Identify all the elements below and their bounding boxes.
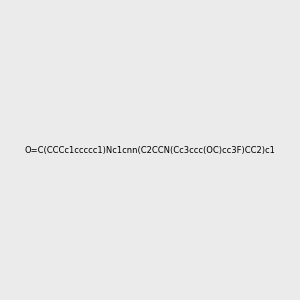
Text: O=C(CCCc1ccccc1)Nc1cnn(C2CCN(Cc3ccc(OC)cc3F)CC2)c1: O=C(CCCc1ccccc1)Nc1cnn(C2CCN(Cc3ccc(OC)c…: [25, 146, 275, 154]
